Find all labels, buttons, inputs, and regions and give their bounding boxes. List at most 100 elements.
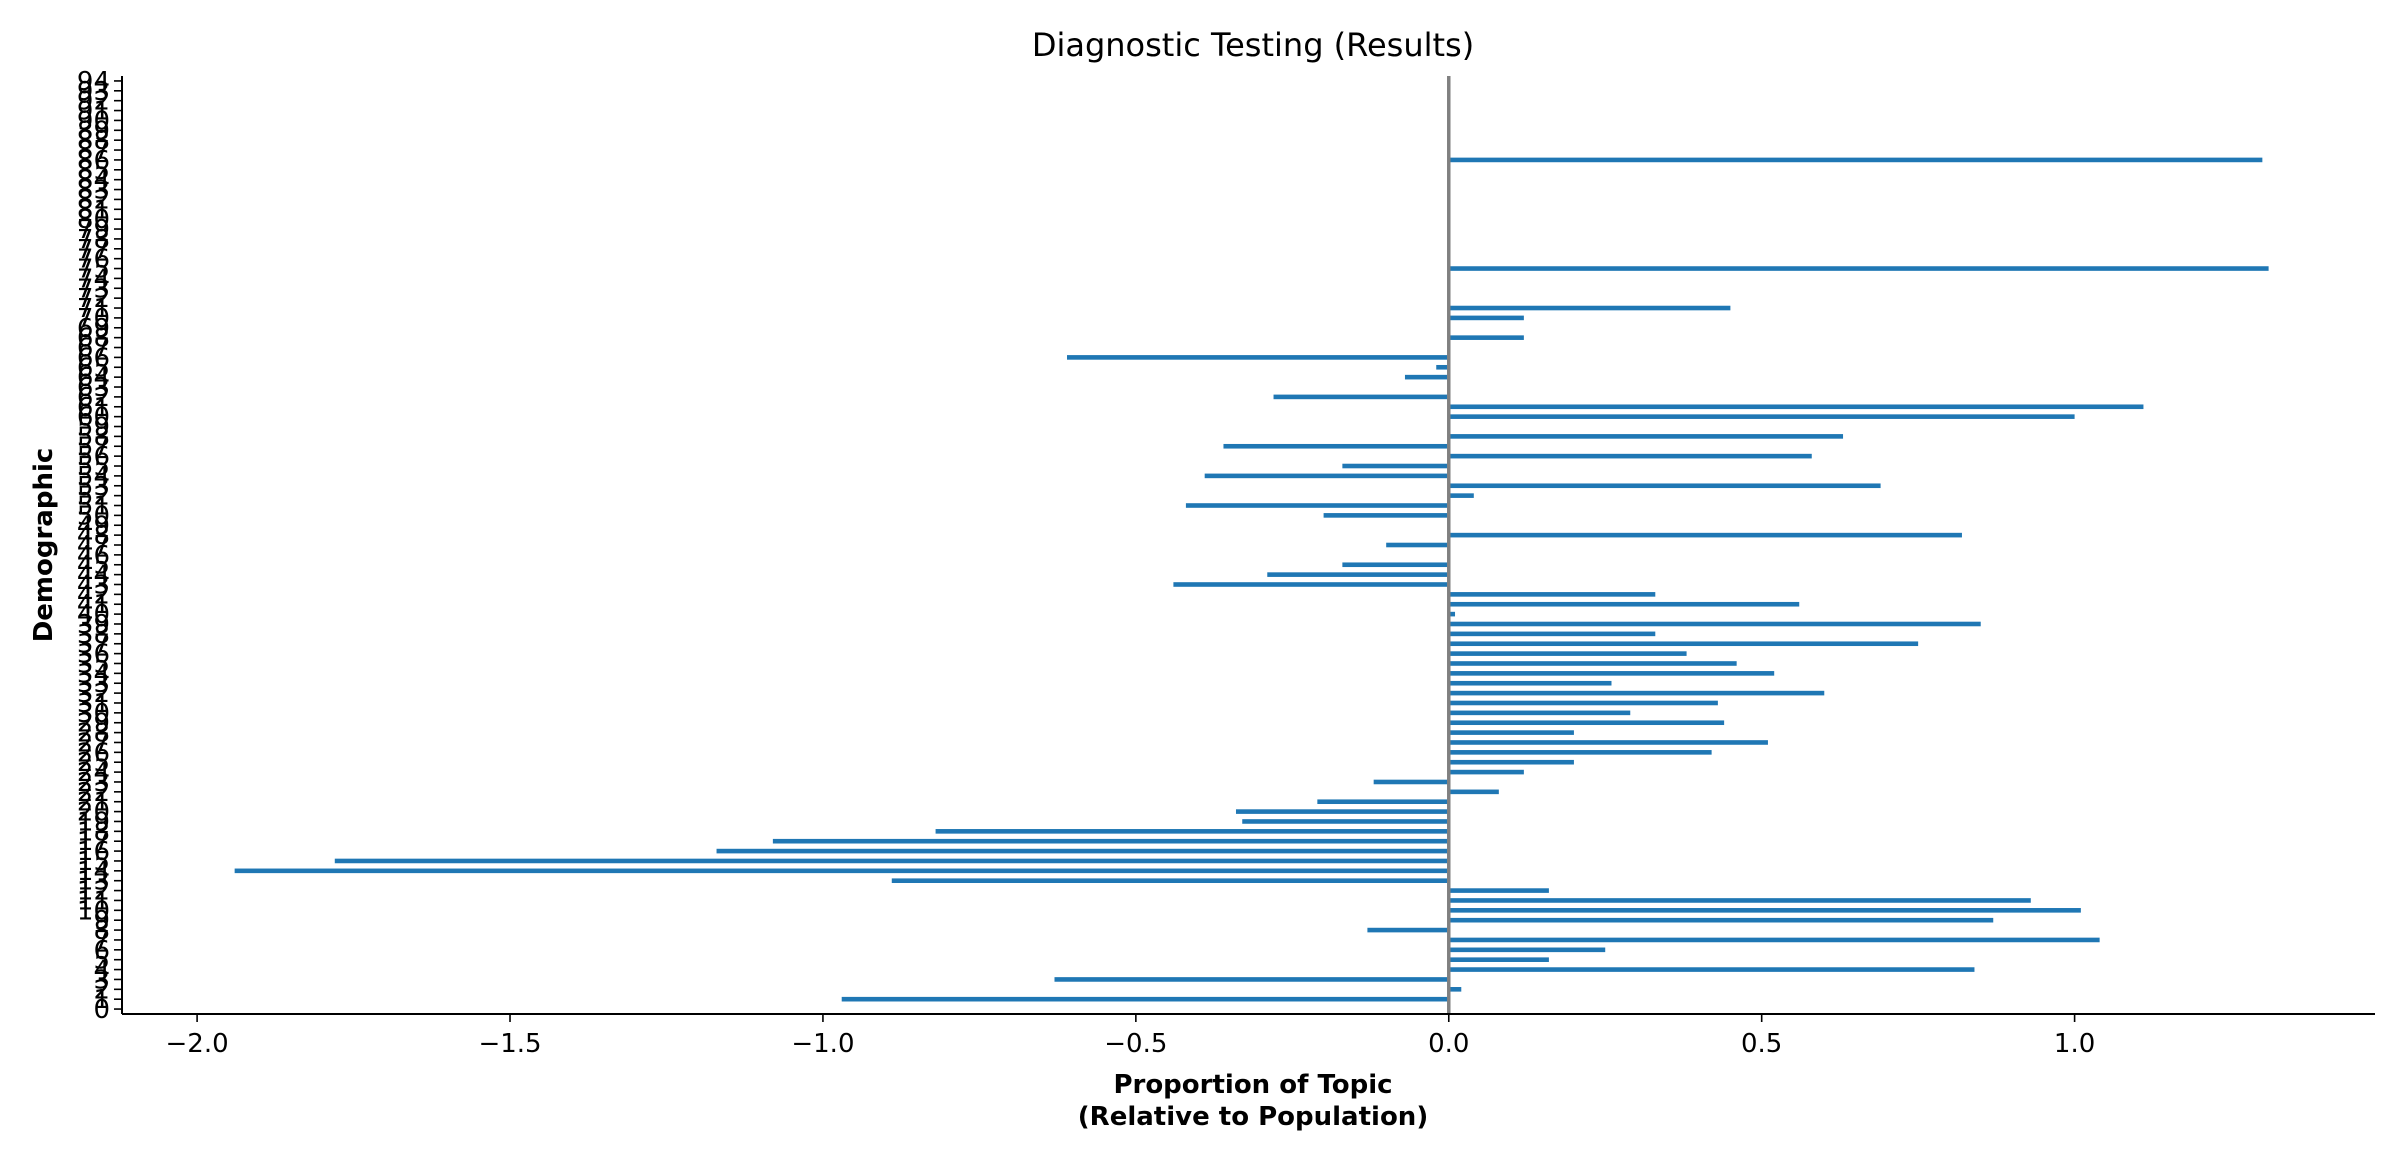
y-tick-label-59: 59 — [77, 413, 110, 443]
bar-11 — [1448, 898, 2031, 903]
y-tick-label-75: 75 — [77, 255, 110, 285]
bar-45 — [1342, 562, 1449, 568]
bar-50 — [1323, 513, 1449, 518]
y-tick-label-27: 27 — [77, 728, 110, 758]
bar-12 — [1448, 888, 1549, 893]
y-tick-label-56: 56 — [77, 442, 110, 472]
y-tick-label-32: 32 — [77, 679, 110, 709]
bar-20 — [1235, 809, 1449, 814]
y-tick-label-4: 4 — [93, 956, 110, 986]
bar-54 — [1204, 473, 1449, 479]
bar-44 — [1267, 572, 1449, 577]
bar-15 — [334, 858, 1449, 864]
y-tick-label-82: 82 — [77, 185, 110, 215]
bar-66 — [1067, 355, 1449, 360]
bar-30 — [1448, 710, 1631, 716]
y-tick-label-45: 45 — [77, 551, 110, 581]
y-tick-label-79: 79 — [77, 215, 110, 245]
bar-71 — [1448, 305, 1731, 311]
y-tick-label-83: 83 — [77, 176, 110, 206]
bar-31 — [1448, 700, 1718, 706]
y-tick-label-33: 33 — [77, 669, 110, 699]
y-tick-label-30: 30 — [77, 699, 110, 729]
y-tick-label-10: 10 — [77, 896, 110, 926]
bar-27 — [1448, 740, 1768, 745]
bar-19 — [1242, 819, 1449, 824]
y-tick-label-94: 94 — [77, 67, 110, 97]
bar-4 — [1448, 967, 1975, 972]
y-tick-label-46: 46 — [77, 541, 110, 571]
axes — [121, 76, 2375, 1015]
bar-34 — [1448, 671, 1775, 676]
y-tick-label-66: 66 — [77, 343, 110, 373]
y-tick-label-9: 9 — [93, 906, 110, 936]
y-tick-label-49: 49 — [77, 511, 110, 541]
bar-37 — [1448, 641, 1919, 647]
x-tick-label-5: 0.5 — [1741, 1029, 1782, 1059]
y-tick-label-65: 65 — [77, 353, 110, 383]
y-tick-label-89: 89 — [77, 116, 110, 146]
bar-32 — [1448, 690, 1825, 696]
bar-24 — [1448, 769, 1524, 775]
bar-25 — [1448, 759, 1574, 765]
y-tick-label-0: 0 — [93, 995, 110, 1025]
x-tick-label-0: −2.0 — [166, 1029, 229, 1059]
bar-58 — [1448, 434, 1844, 439]
y-tick-label-36: 36 — [77, 640, 110, 670]
bar-42 — [1448, 592, 1656, 597]
y-tick-label-34: 34 — [77, 659, 110, 689]
y-tick-label-13: 13 — [77, 867, 110, 897]
bar-64 — [1404, 374, 1449, 380]
bar-8 — [1367, 927, 1449, 933]
y-tick-label-41: 41 — [77, 590, 110, 620]
y-tick-label-11: 11 — [77, 886, 110, 916]
y-tick-label-35: 35 — [77, 649, 110, 679]
bar-65 — [1436, 364, 1449, 370]
bar-13 — [891, 878, 1449, 884]
y-tick-label-23: 23 — [77, 768, 110, 798]
bar-17 — [772, 838, 1449, 844]
y-tick-label-24: 24 — [77, 758, 110, 788]
bar-2 — [1448, 987, 1462, 992]
y-tick-label-39: 39 — [77, 610, 110, 640]
x-tick-label-3: −0.5 — [1104, 1029, 1167, 1059]
y-tick-label-16: 16 — [77, 837, 110, 867]
y-tick-label-1: 1 — [93, 985, 110, 1015]
bar-10 — [1448, 908, 2081, 913]
y-tick-label-57: 57 — [77, 432, 110, 462]
y-tick-label-42: 42 — [77, 580, 110, 610]
bar-39 — [1448, 621, 1981, 627]
bar-16 — [716, 848, 1449, 854]
y-tick-label-29: 29 — [77, 709, 110, 739]
bar-60 — [1448, 414, 2075, 419]
y-tick-label-48: 48 — [77, 521, 110, 551]
y-tick-label-84: 84 — [77, 166, 110, 196]
bar-61 — [1448, 404, 2144, 410]
y-tick-label-14: 14 — [77, 857, 110, 887]
bar-51 — [1185, 503, 1449, 508]
bar-52 — [1448, 493, 1474, 498]
y-tick-label-90: 90 — [77, 106, 110, 136]
y-tick-label-17: 17 — [77, 827, 110, 857]
y-tick-label-74: 74 — [77, 264, 110, 294]
bar-53 — [1448, 483, 1881, 489]
x-tick-label-4: 0.0 — [1428, 1029, 1469, 1059]
bar-36 — [1448, 651, 1687, 656]
y-tick-label-37: 37 — [77, 630, 110, 660]
y-tick-label-78: 78 — [77, 225, 110, 255]
bar-23 — [1373, 779, 1449, 785]
bar-9 — [1448, 917, 1994, 923]
bar-41 — [1448, 601, 1800, 607]
bar-38 — [1448, 631, 1656, 637]
bar-35 — [1448, 661, 1737, 666]
y-tick-label-52: 52 — [77, 482, 110, 512]
bar-55 — [1342, 463, 1449, 469]
y-tick-label-86: 86 — [77, 146, 110, 176]
y-tick-label-18: 18 — [77, 817, 110, 847]
y-tick-label-91: 91 — [77, 97, 110, 127]
y-tick-label-43: 43 — [77, 570, 110, 600]
y-tick-label-87: 87 — [77, 136, 110, 166]
y-tick-label-63: 63 — [77, 373, 110, 403]
y-tick-label-77: 77 — [77, 235, 110, 265]
